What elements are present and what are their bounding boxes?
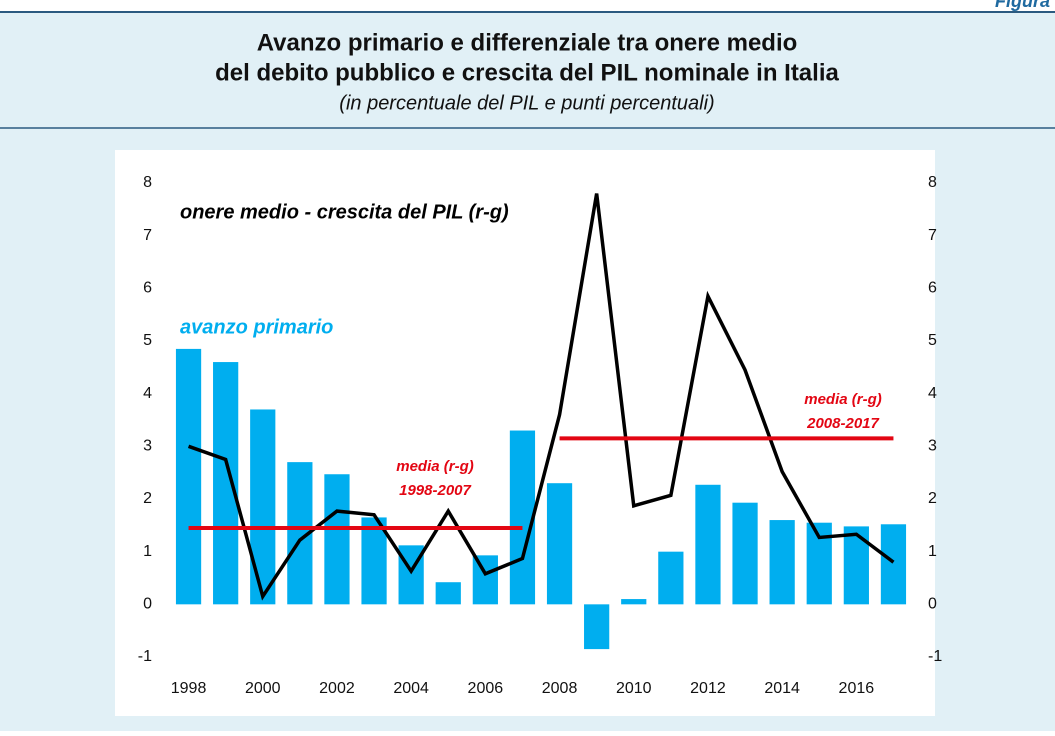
y-tick-label: 3 [143,438,152,455]
y2-tick-label: 8 [928,174,937,191]
bar [250,409,276,605]
x-tick-label: 2004 [393,680,429,697]
bar [213,362,239,605]
y-tick-label: 7 [143,227,152,244]
mean-label: 1998-2007 [399,482,471,499]
y-tick-label: 0 [143,596,152,613]
figure-label: Figura [995,0,1050,11]
bar [584,604,610,650]
x-tick-label: 2006 [468,680,504,697]
y-tick-label: -1 [138,648,152,665]
bar [472,555,498,605]
x-tick-label: 2012 [690,680,726,697]
y2-tick-label: -1 [928,648,942,665]
chart-subtitle: (in percentuale del PIL e punti percentu… [339,92,714,114]
y-tick-label: 8 [143,174,152,191]
bar [695,484,721,605]
x-tick-label: 2010 [616,680,652,697]
bar [361,517,387,605]
y-tick-label: 4 [143,385,152,402]
y2-tick-label: 2 [928,490,937,507]
y2-tick-label: 0 [928,596,937,613]
mean-label: media (r-g) [804,391,882,408]
x-tick-label: 2014 [764,680,800,697]
bar [769,520,795,605]
y2-tick-label: 3 [928,438,937,455]
bar [509,430,536,605]
series-label: onere medio - crescita del PIL (r-g) [180,201,509,223]
x-tick-label: 2008 [542,680,578,697]
y2-tick-label: 1 [928,543,937,560]
y-tick-label: 6 [143,280,152,297]
bar [546,483,573,605]
y-tick-label: 5 [143,332,152,349]
y2-tick-label: 6 [928,280,937,297]
bar [658,551,684,605]
line-series [187,193,895,601]
bar [435,582,461,605]
bar [324,474,350,605]
y-tick-label: 1 [143,543,152,560]
y2-tick-label: 7 [928,227,937,244]
mean-label: media (r-g) [396,458,474,475]
bar [843,526,869,605]
y2-tick-label: 4 [928,385,937,402]
x-tick-label: 1998 [171,680,207,697]
y2-tick-label: 5 [928,332,937,349]
bar [732,502,758,605]
y-tick-label: 2 [143,490,152,507]
x-tick-label: 2002 [319,680,355,697]
bar [621,599,647,605]
x-tick-label: 2000 [245,680,281,697]
bar [175,348,202,605]
chart-title: del debito pubblico e crescita del PIL n… [215,59,839,86]
bar [880,524,907,605]
series-label: avanzo primario [180,316,333,338]
chart-title: Avanzo primario e differenziale tra oner… [257,29,798,56]
x-tick-label: 2016 [839,680,875,697]
mean-label: 2008-2017 [806,415,879,432]
